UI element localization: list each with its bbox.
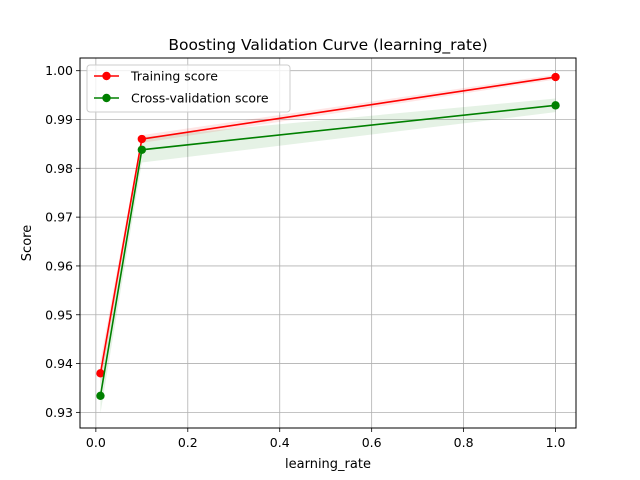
- data-point-0: [96, 369, 105, 378]
- x-tick-label: 0.6: [362, 435, 382, 450]
- x-tick-label: 0.4: [270, 435, 290, 450]
- data-point-1: [551, 101, 560, 110]
- series-lines: [96, 72, 560, 400]
- x-tick-label: 1.0: [546, 435, 566, 450]
- legend-box: [86, 64, 291, 113]
- y-tick-label: 0.99: [45, 112, 73, 127]
- data-point-1: [96, 391, 105, 400]
- data-point-0: [551, 72, 560, 82]
- chart-title: Boosting Validation Curve (learning_rate…: [168, 36, 487, 55]
- x-tick-label: 0.8: [454, 435, 474, 450]
- y-tick-label: 0.96: [45, 258, 73, 273]
- y-tick-label: 0.98: [45, 161, 73, 176]
- x-axis-ticks: 0.0 0.2 0.4 0.6 0.8 1.0: [86, 428, 566, 450]
- legend: Training score Cross-validation score: [86, 64, 291, 113]
- y-tick-label: 0.93: [45, 405, 73, 420]
- legend-marker-1: [102, 93, 111, 103]
- y-tick-label: 0.97: [45, 210, 73, 225]
- x-axis-label: learning_rate: [285, 457, 371, 472]
- data-point-1: [137, 145, 147, 154]
- x-tick-label: 0.0: [86, 435, 106, 450]
- legend-label-1: Cross-validation score: [131, 91, 269, 106]
- y-tick-label: 0.95: [45, 307, 73, 322]
- legend-label-0: Training score: [130, 69, 218, 84]
- y-tick-label: 0.94: [45, 356, 73, 371]
- plot-area-frame: [79, 57, 577, 429]
- legend-marker-0: [102, 71, 111, 81]
- x-tick-label: 0.2: [178, 435, 198, 450]
- y-axis-ticks: 0.93 0.94 0.95 0.96 0.97 0.98 0.99 1.00: [45, 63, 80, 420]
- y-tick-label: 1.00: [45, 63, 73, 78]
- grid: [80, 58, 576, 428]
- y-axis-label: Score: [20, 225, 35, 261]
- data-point-0: [137, 134, 147, 144]
